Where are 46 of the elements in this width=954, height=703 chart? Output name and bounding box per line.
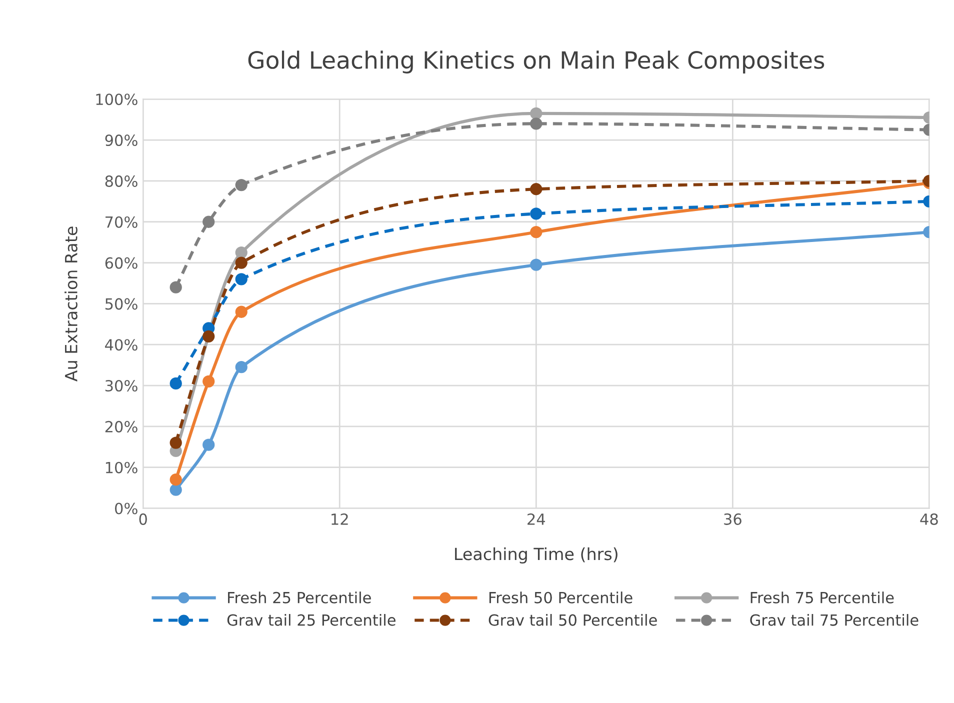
chart-title: Gold Leaching Kinetics on Main Peak Composites bbox=[248, 50, 824, 74]
point bbox=[530, 107, 542, 120]
point bbox=[202, 216, 215, 228]
point bbox=[170, 436, 182, 449]
point bbox=[235, 178, 248, 192]
point bbox=[170, 484, 182, 496]
y-tick-label: 20% bbox=[105, 420, 138, 432]
point bbox=[235, 361, 248, 374]
point bbox=[170, 377, 182, 390]
y-tick-label: 60% bbox=[105, 257, 138, 269]
y-tick-label: 50% bbox=[105, 298, 138, 310]
x-tick-label: 12 bbox=[332, 513, 348, 525]
legend-label: Grav tail 50 Percentile bbox=[488, 614, 657, 626]
point bbox=[202, 375, 215, 388]
x-tick-label: 48 bbox=[920, 513, 938, 525]
legend-label: Fresh 50 Percentile bbox=[489, 592, 632, 604]
legend-label: Grav tail 75 Percentile bbox=[750, 614, 918, 626]
x-tick-label: 36 bbox=[724, 513, 742, 525]
legend-label: Fresh 75 Percentile bbox=[750, 592, 894, 604]
y-tick-label: 100% bbox=[96, 94, 138, 106]
y-tick-label: 0% bbox=[115, 502, 138, 514]
point bbox=[530, 118, 542, 130]
point bbox=[235, 256, 248, 269]
y-tick-label: 80% bbox=[105, 175, 138, 187]
legend-label: Fresh 25 Percentile bbox=[228, 592, 371, 604]
point bbox=[235, 246, 248, 259]
point bbox=[170, 281, 182, 294]
point bbox=[235, 306, 248, 318]
x-tick-label: 0 bbox=[139, 513, 147, 525]
point bbox=[170, 474, 182, 486]
point bbox=[530, 208, 542, 220]
point bbox=[235, 273, 248, 286]
x-tick-label: 24 bbox=[528, 513, 546, 525]
point bbox=[530, 258, 542, 271]
point bbox=[202, 438, 215, 451]
y-tick-label: 90% bbox=[105, 134, 138, 146]
point bbox=[202, 330, 215, 342]
y-tick-label: 70% bbox=[106, 216, 138, 228]
y-tick-label: 40% bbox=[105, 339, 138, 351]
y-tick-label: 30% bbox=[105, 380, 138, 392]
legend-label: Grav tail 25 Percentile bbox=[227, 614, 396, 626]
point bbox=[530, 226, 542, 238]
y-axis-title: Au Extraction Rate bbox=[64, 226, 78, 382]
point bbox=[530, 183, 542, 196]
x-axis-title: Leaching Time (hrs) bbox=[455, 547, 618, 564]
y-tick-label: 10% bbox=[106, 462, 138, 474]
